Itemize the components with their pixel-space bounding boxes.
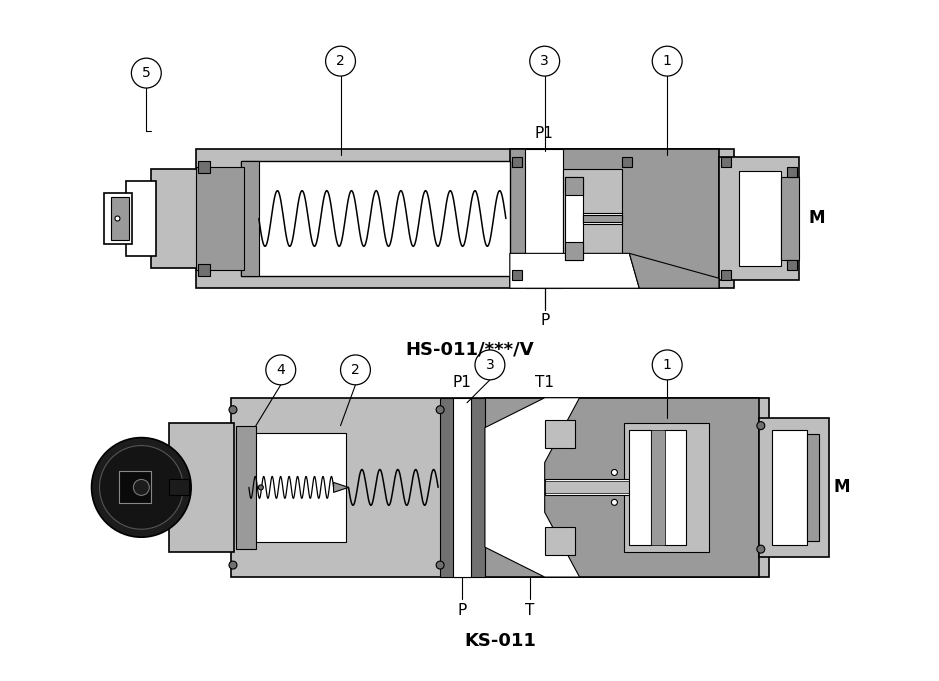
Bar [241, 161, 510, 276]
Bar [104, 193, 132, 244]
Text: P1: P1 [453, 375, 471, 390]
Bar [564, 176, 582, 260]
Polygon shape [629, 253, 719, 288]
Bar [780, 176, 799, 260]
Bar [198, 264, 210, 276]
Circle shape [475, 350, 505, 380]
Bar [236, 432, 346, 542]
Bar [440, 398, 485, 577]
Bar [623, 157, 632, 167]
Bar [545, 419, 575, 447]
Circle shape [653, 350, 682, 380]
Polygon shape [333, 482, 348, 492]
Circle shape [100, 445, 183, 529]
Bar [510, 148, 719, 288]
Bar [236, 426, 255, 549]
Bar [525, 148, 562, 288]
Circle shape [326, 46, 356, 76]
Circle shape [115, 216, 120, 221]
Circle shape [611, 469, 618, 475]
Circle shape [229, 561, 237, 569]
Bar [721, 270, 731, 281]
Bar [231, 398, 769, 577]
Text: P: P [540, 313, 549, 328]
Bar [169, 423, 234, 552]
Bar [564, 242, 582, 260]
Circle shape [266, 355, 296, 385]
Circle shape [757, 422, 764, 430]
Bar [721, 157, 731, 167]
Text: 2: 2 [336, 54, 345, 68]
Polygon shape [510, 253, 639, 288]
Bar [512, 157, 522, 167]
Text: 1: 1 [663, 358, 671, 372]
Circle shape [133, 479, 149, 495]
Bar [545, 479, 685, 495]
Text: T1: T1 [535, 375, 554, 390]
Bar [739, 171, 780, 266]
Circle shape [530, 46, 560, 76]
Bar [624, 423, 709, 552]
Text: M: M [834, 478, 850, 496]
Text: 3: 3 [485, 358, 494, 372]
Bar [198, 161, 210, 173]
Bar [512, 270, 522, 281]
Text: M: M [808, 210, 825, 227]
Bar [127, 180, 156, 256]
Bar [151, 169, 201, 268]
Bar [485, 398, 759, 577]
Bar [807, 434, 819, 541]
Bar [545, 481, 685, 493]
Bar [196, 167, 244, 270]
Bar [562, 169, 623, 268]
Bar [652, 430, 665, 545]
Bar [545, 527, 575, 555]
Bar [241, 161, 259, 276]
Circle shape [653, 46, 682, 76]
Circle shape [91, 438, 192, 537]
Text: 5: 5 [142, 66, 150, 80]
Circle shape [131, 58, 162, 88]
Circle shape [229, 406, 237, 413]
Bar [196, 148, 734, 288]
Circle shape [436, 561, 444, 569]
Circle shape [436, 406, 444, 413]
Bar [564, 176, 582, 195]
Text: 2: 2 [351, 363, 360, 377]
Circle shape [258, 485, 263, 490]
Text: 4: 4 [276, 363, 285, 377]
Bar [453, 398, 471, 577]
Circle shape [757, 545, 764, 553]
Text: P1: P1 [534, 126, 553, 141]
Bar [112, 197, 130, 240]
Bar [787, 260, 796, 270]
Bar [664, 430, 686, 545]
Bar [629, 430, 652, 545]
Bar [759, 417, 828, 557]
Bar [169, 479, 189, 495]
Text: 1: 1 [663, 54, 671, 68]
Text: KS-011: KS-011 [464, 632, 536, 650]
Text: T: T [525, 603, 534, 618]
Text: P: P [457, 603, 467, 618]
Bar [582, 212, 623, 225]
Bar [787, 167, 796, 176]
Circle shape [611, 499, 618, 505]
Text: HS-011/***/V: HS-011/***/V [406, 340, 534, 358]
Bar [119, 471, 151, 503]
Bar [719, 157, 799, 281]
Bar [772, 430, 807, 545]
Polygon shape [485, 398, 579, 577]
Circle shape [341, 355, 370, 385]
Bar [582, 215, 623, 223]
Text: 3: 3 [540, 54, 549, 68]
